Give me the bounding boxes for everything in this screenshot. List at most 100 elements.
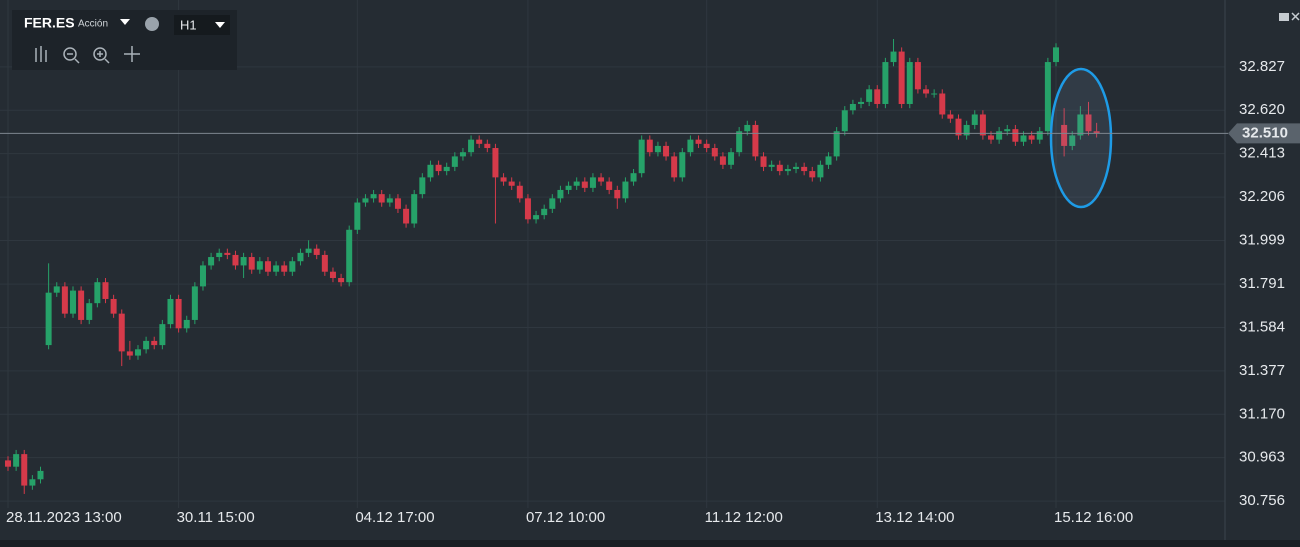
candle-body (362, 198, 369, 203)
symbol[interactable]: FER.ES (24, 15, 75, 31)
bottom-bar (0, 540, 1300, 547)
candle-body (728, 152, 735, 165)
x-tick-label: 30.11 15:00 (177, 509, 255, 526)
candle-body (403, 208, 410, 224)
candle-body (338, 278, 345, 283)
candle-body (638, 139, 645, 174)
candle-body (524, 198, 531, 220)
candle-body (102, 282, 109, 299)
candle-body (118, 313, 125, 352)
candle-body (451, 156, 458, 167)
candle-body (321, 254, 328, 272)
candle-body (500, 177, 507, 182)
candle-body (736, 131, 743, 153)
candle-body (134, 349, 141, 356)
candle-body (654, 145, 661, 153)
candle-body (459, 152, 466, 157)
candle-body (199, 265, 206, 287)
candle-body (646, 139, 653, 153)
candle-body (297, 252, 304, 262)
candle-body (183, 319, 190, 329)
candle-body (435, 164, 442, 172)
candle-body (94, 282, 101, 304)
candle-body (29, 479, 36, 486)
candle-body (979, 114, 986, 136)
candle-body (508, 181, 515, 186)
candle-body (849, 103, 856, 111)
candle-body (5, 460, 11, 467)
candle-body (248, 257, 255, 270)
candle-body (427, 164, 434, 178)
candle-body (175, 298, 182, 329)
y-tick-label: 31.999 (1239, 231, 1285, 248)
candle-body (671, 156, 678, 178)
candle-body (159, 324, 166, 346)
candle-body (784, 168, 791, 172)
candle-body (695, 139, 702, 144)
candle-body (947, 114, 954, 119)
candle-body (394, 198, 401, 209)
candle-body (663, 145, 670, 157)
candle-body (923, 89, 930, 94)
timeframe[interactable]: H1 (180, 17, 197, 32)
candle-body (1077, 114, 1084, 136)
candle-body (86, 303, 93, 320)
candle-body (833, 131, 840, 157)
candle-body (516, 185, 523, 199)
x-tick-label: 13.12 14:00 (875, 509, 954, 526)
y-tick-label: 32.206 (1239, 188, 1285, 205)
candle-body (1061, 124, 1068, 146)
x-tick-label: 07.12 10:00 (526, 509, 605, 526)
candle-body (468, 139, 475, 153)
candle-body (232, 254, 239, 266)
timeframe-box[interactable] (174, 15, 230, 35)
candle-body (898, 51, 905, 104)
close-button[interactable] (1291, 12, 1300, 21)
candle-body (443, 166, 450, 172)
candle-body (256, 261, 263, 270)
zoom-out-glyph (67, 53, 80, 64)
candle-body (622, 181, 629, 199)
candle-body (955, 118, 962, 136)
x-tick-label: 28.11.2023 13:00 (6, 509, 122, 526)
symbol-dropdown[interactable] (120, 19, 130, 25)
candle-body (906, 62, 913, 104)
candle-body (533, 215, 540, 220)
candle-body (776, 164, 783, 172)
candle-body (78, 290, 85, 320)
candle-body (882, 62, 889, 104)
candle-body (1069, 135, 1076, 146)
candle-body (963, 124, 970, 136)
candle-body (687, 139, 694, 153)
candle-body (1053, 47, 1059, 63)
y-tick-label: 32.827 (1239, 58, 1285, 75)
zoom-in-icon[interactable] (93, 47, 107, 61)
candle-body (281, 265, 288, 272)
candle-body (1044, 62, 1051, 132)
candle-body (1004, 129, 1011, 132)
candle-body (1012, 129, 1019, 142)
pan-icon[interactable] (124, 46, 140, 62)
candle-body (208, 257, 215, 266)
chart-type-icon[interactable] (35, 46, 47, 62)
candle-body (289, 261, 296, 272)
candle-body (264, 261, 271, 272)
zoom-out-icon[interactable] (63, 47, 77, 61)
candle-body (931, 93, 938, 95)
minimize-button[interactable] (1279, 13, 1289, 21)
candle-body (971, 114, 978, 125)
info-icon[interactable] (145, 17, 159, 31)
candle-body (890, 51, 897, 63)
candle-body (354, 202, 361, 230)
candle-body (411, 194, 418, 224)
candle-body (606, 181, 613, 190)
candle-body (914, 62, 921, 90)
timeframe-dropdown[interactable] (215, 22, 225, 28)
candle-body (711, 148, 718, 157)
candle-body (386, 198, 393, 203)
candle-body (614, 189, 621, 199)
candle-body (841, 110, 848, 132)
candle-body (216, 252, 223, 258)
